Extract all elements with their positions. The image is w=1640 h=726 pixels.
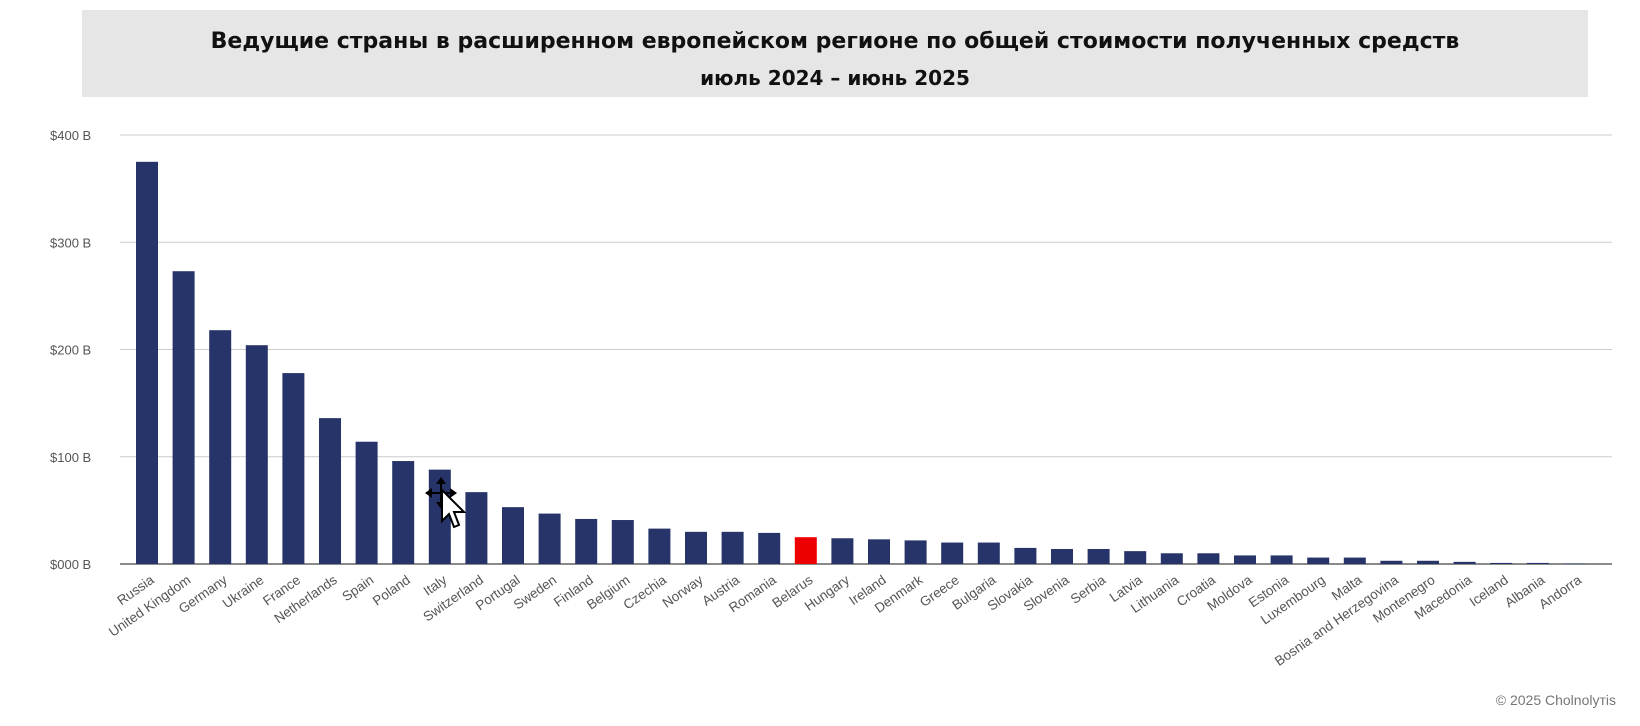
bar-czechia	[648, 528, 671, 564]
bar-belgium	[611, 520, 634, 564]
y-tick-label: $000 B	[50, 557, 91, 572]
bar-netherlands	[319, 418, 341, 564]
x-tick-label: Andorra	[1536, 572, 1584, 612]
bar-norway	[685, 531, 707, 564]
bar-switzerland	[465, 492, 488, 564]
bar-croatia	[1197, 553, 1220, 564]
y-tick-label: $400 B	[50, 128, 91, 143]
bar-slovenia	[1051, 548, 1073, 564]
bar-ukraine	[245, 345, 268, 564]
gridlines	[120, 134, 1612, 565]
y-tick-label: $300 B	[50, 235, 91, 250]
bar-portugal	[502, 507, 524, 564]
bar-albania	[1526, 562, 1549, 564]
bar-denmark	[904, 540, 927, 564]
bars	[136, 161, 1586, 564]
bar-ireland	[868, 539, 890, 564]
bar-bulgaria	[977, 542, 1000, 564]
bar-lithuania	[1160, 553, 1183, 564]
bar-spain	[355, 441, 378, 564]
bar-macedonia	[1453, 561, 1476, 564]
bar-france	[282, 373, 305, 564]
bar-latvia	[1124, 551, 1147, 564]
bar-iceland	[1490, 562, 1513, 564]
x-tick-label: Spain	[339, 572, 376, 604]
copyright-notice: © 2025 Cholnolyтіs	[1495, 692, 1616, 708]
bar-austria	[721, 531, 744, 564]
title-box: Ведущие страны в расширенном европейском…	[82, 10, 1588, 97]
bar-bosnia-and-herzegovina	[1380, 560, 1403, 564]
bar-greece	[941, 542, 964, 564]
bar-slovakia	[1014, 547, 1037, 564]
bar-germany	[209, 330, 232, 564]
bar-estonia	[1270, 555, 1293, 564]
bar-moldova	[1234, 555, 1256, 564]
x-tick-label: Iceland	[1467, 572, 1511, 609]
x-tick-label: Poland	[370, 572, 413, 608]
chart-title: Ведущие страны в расширенном европейском…	[210, 29, 1460, 54]
bar-united-kingdom	[172, 271, 195, 564]
bar-finland	[575, 518, 598, 564]
bar-hungary	[831, 538, 854, 564]
y-tick-label: $100 B	[50, 450, 91, 465]
y-tick-label: $200 B	[50, 343, 91, 358]
x-tick-label: Serbia	[1068, 572, 1109, 607]
x-tick-label: Ukraine	[220, 572, 267, 611]
chart-subtitle: июль 2024 – июнь 2025	[700, 66, 970, 90]
bar-romania	[758, 532, 781, 564]
bar-luxembourg	[1307, 557, 1330, 564]
bar-montenegro	[1417, 560, 1439, 564]
bar-belarus	[794, 537, 817, 564]
bar-russia	[136, 161, 158, 564]
bar-andorra	[1563, 563, 1586, 564]
bar-sweden	[538, 513, 561, 564]
move-cursor-icon	[424, 476, 468, 539]
bar-serbia	[1087, 548, 1110, 564]
bar-malta	[1343, 557, 1366, 564]
y-axis-ticks: $000 B $100 B $200 B $300 B $400 B	[50, 128, 91, 572]
bar-poland	[392, 461, 415, 564]
x-tick-label: Norway	[660, 572, 706, 611]
